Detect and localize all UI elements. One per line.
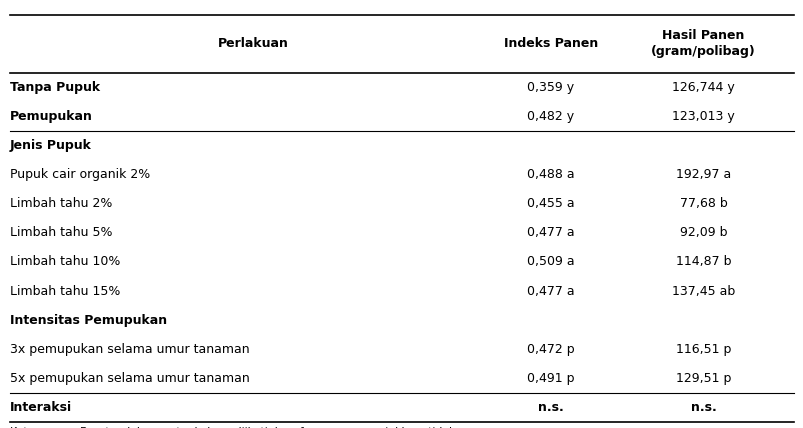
Text: 114,87 b: 114,87 b [675, 256, 731, 268]
Text: Interaksi: Interaksi [10, 401, 71, 414]
Text: 3x pemupukan selama umur tanaman: 3x pemupukan selama umur tanaman [10, 343, 249, 356]
Text: 0,472 p: 0,472 p [526, 343, 574, 356]
Text: 0,488 a: 0,488 a [526, 168, 574, 181]
Text: Pupuk cair organik 2%: Pupuk cair organik 2% [10, 168, 149, 181]
Text: 126,744 y: 126,744 y [671, 81, 734, 94]
Text: 0,359 y: 0,359 y [527, 81, 573, 94]
Text: 77,68 b: 77,68 b [679, 197, 727, 210]
Text: Perlakuan: Perlakuan [218, 37, 288, 51]
Text: 92,09 b: 92,09 b [679, 226, 727, 239]
Text: 5x pemupukan selama umur tanaman: 5x pemupukan selama umur tanaman [10, 372, 249, 385]
Text: Keterangan: Berata  dalam  satu  kolom  diikuti  huruf  sama  menunjukkan  tidak: Keterangan: Berata dalam satu kolom diik… [10, 427, 454, 428]
Text: Pemupukan: Pemupukan [10, 110, 92, 123]
Text: Limbah tahu 10%: Limbah tahu 10% [10, 256, 120, 268]
Text: Indeks Panen: Indeks Panen [503, 37, 597, 51]
Text: n.s.: n.s. [537, 401, 563, 414]
Text: Intensitas Pemupukan: Intensitas Pemupukan [10, 314, 166, 327]
Text: 0,491 p: 0,491 p [526, 372, 574, 385]
Text: Limbah tahu 2%: Limbah tahu 2% [10, 197, 112, 210]
Text: 0,455 a: 0,455 a [526, 197, 574, 210]
Text: 0,482 y: 0,482 y [527, 110, 573, 123]
Text: 192,97 a: 192,97 a [675, 168, 730, 181]
Text: Limbah tahu 5%: Limbah tahu 5% [10, 226, 112, 239]
Text: 137,45 ab: 137,45 ab [671, 285, 734, 297]
Text: Jenis Pupuk: Jenis Pupuk [10, 139, 92, 152]
Text: Hasil Panen
(gram/polibag): Hasil Panen (gram/polibag) [650, 30, 755, 58]
Text: 0,477 a: 0,477 a [526, 226, 574, 239]
Text: n.s.: n.s. [690, 401, 715, 414]
Text: 129,51 p: 129,51 p [675, 372, 730, 385]
Text: Tanpa Pupuk: Tanpa Pupuk [10, 81, 100, 94]
Text: 123,013 y: 123,013 y [671, 110, 734, 123]
Text: Limbah tahu 15%: Limbah tahu 15% [10, 285, 120, 297]
Text: 116,51 p: 116,51 p [675, 343, 730, 356]
Text: 0,509 a: 0,509 a [526, 256, 574, 268]
Text: 0,477 a: 0,477 a [526, 285, 574, 297]
